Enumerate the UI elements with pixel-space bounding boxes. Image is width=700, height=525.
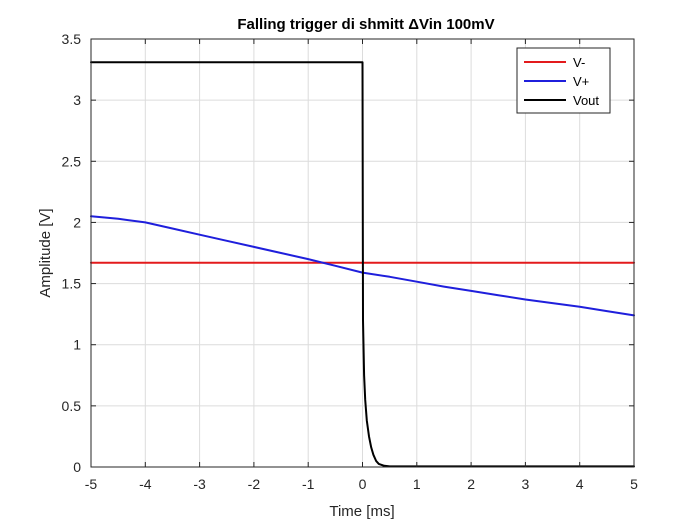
tick-layer	[90, 38, 635, 468]
legend-label: V+	[573, 74, 589, 89]
x-tick-label: 0	[359, 476, 367, 492]
series-layer	[90, 61, 635, 468]
x-tick-label: 1	[413, 476, 421, 492]
y-tick-label: 2	[73, 214, 81, 230]
y-tick-label: 3	[73, 92, 81, 108]
y-tick-label: 1	[73, 337, 81, 353]
series-line-vout	[90, 61, 635, 468]
tick-label-layer: -5 -4 -3 -2 -1 0 1 2 3 4 5 0 0.5 1 1.5 2 2.5 3 3.5	[62, 31, 639, 492]
x-axis-label: Time [ms]	[329, 503, 394, 520]
legend-label: Vout	[573, 93, 599, 108]
y-tick-label: 0.5	[62, 398, 82, 414]
y-tick-label: 2.5	[62, 153, 82, 169]
x-tick-label: -5	[85, 476, 98, 492]
x-tick-label: 2	[467, 476, 475, 492]
x-tick-label: -3	[193, 476, 206, 492]
y-tick-label: 0	[73, 459, 81, 475]
y-axis-label: Amplitude [V]	[37, 208, 54, 297]
x-tick-label: 5	[630, 476, 638, 492]
legend: V- V+ Vout	[516, 47, 611, 114]
y-tick-label: 1.5	[62, 276, 82, 292]
x-tick-label: 4	[576, 476, 584, 492]
legend-label: V-	[573, 55, 585, 70]
x-tick-label: -1	[302, 476, 315, 492]
chart-title: Falling trigger di shmitt ΔVin 100mV	[237, 16, 494, 33]
y-tick-label: 3.5	[62, 31, 82, 47]
legend-entries: V- V+ Vout	[524, 55, 599, 108]
x-tick-label: -2	[248, 476, 261, 492]
x-tick-label: -4	[139, 476, 152, 492]
x-tick-label: 3	[522, 476, 530, 492]
